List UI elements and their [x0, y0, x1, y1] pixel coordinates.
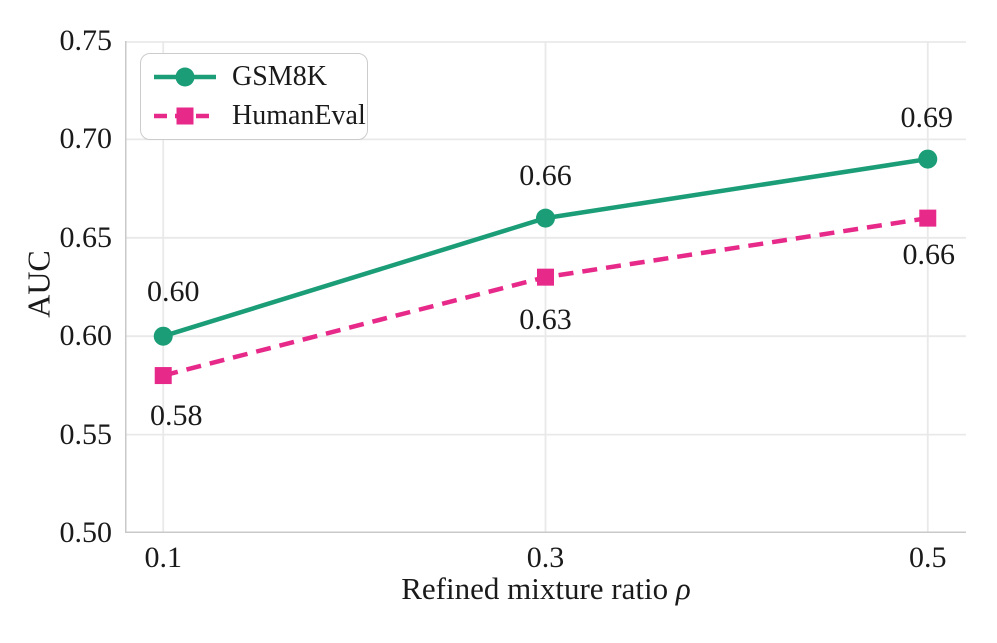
- y-tick-label-0.60: 0.60: [59, 319, 113, 353]
- humaneval-line-sample-icon: [154, 107, 216, 125]
- y-tick-label-0.65: 0.65: [59, 220, 113, 254]
- x-tick-label-0.3: 0.3: [526, 541, 565, 574]
- square-marker-humaneval: [919, 209, 937, 227]
- y-tick-label-0.70: 0.70: [59, 122, 113, 156]
- square-marker-humaneval: [537, 268, 554, 286]
- legend: GSM8K HumanEval: [140, 53, 368, 140]
- circle-marker-gsm8k: [918, 149, 938, 169]
- x-axis-title: Refined mixture ratio ρ: [401, 571, 691, 607]
- circle-marker-gsm8k: [536, 208, 555, 228]
- y-tick-label-0.50: 0.50: [59, 516, 113, 549]
- x-axis-title-rho-symbol: ρ: [675, 571, 691, 606]
- y-tick-label-0.55: 0.55: [59, 417, 113, 451]
- square-marker-humaneval: [154, 367, 172, 385]
- legend-item-humaneval: HumanEval: [153, 99, 367, 133]
- legend-item-gsm8k: GSM8K: [153, 60, 367, 94]
- legend-sample-marker: [175, 67, 195, 87]
- x-axis-title-text: Refined mixture ratio: [401, 571, 676, 606]
- gsm8k-line-sample-icon: [154, 67, 216, 87]
- x-tick-label-0.1: 0.1: [144, 541, 182, 574]
- legend-sample-marker: [176, 107, 194, 125]
- legend-label-humaneval: HumanEval: [232, 99, 366, 131]
- y-tick-label-0.75: 0.75: [59, 24, 113, 57]
- y-axis-title: AUC: [20, 250, 57, 318]
- legend-label-gsm8k: GSM8K: [232, 61, 327, 93]
- x-tick-label-0.5: 0.5: [909, 541, 947, 574]
- circle-marker-gsm8k: [153, 326, 173, 346]
